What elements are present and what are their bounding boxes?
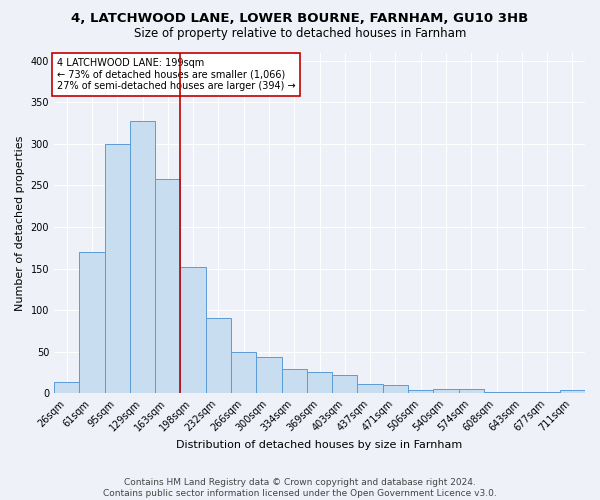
Bar (509, 392, 535, 394)
Bar (433, 389, 458, 394)
Bar (408, 390, 433, 394)
Text: 4, LATCHWOOD LANE, LOWER BOURNE, FARNHAM, GU10 3HB: 4, LATCHWOOD LANE, LOWER BOURNE, FARNHAM… (71, 12, 529, 26)
Bar (484, 392, 509, 394)
Bar (358, 384, 383, 394)
Bar (181, 267, 206, 394)
Bar (458, 389, 484, 394)
Bar (155, 179, 181, 394)
Bar (231, 352, 256, 394)
Text: 4 LATCHWOOD LANE: 199sqm
← 73% of detached houses are smaller (1,066)
27% of sem: 4 LATCHWOOD LANE: 199sqm ← 73% of detach… (56, 58, 295, 91)
Bar (206, 318, 231, 394)
Text: Size of property relative to detached houses in Farnham: Size of property relative to detached ho… (134, 28, 466, 40)
Bar (281, 369, 307, 394)
Bar (104, 144, 130, 394)
X-axis label: Distribution of detached houses by size in Farnham: Distribution of detached houses by size … (176, 440, 463, 450)
Bar (79, 252, 104, 394)
Bar (383, 385, 408, 394)
Bar (535, 392, 560, 394)
Text: Contains HM Land Registry data © Crown copyright and database right 2024.
Contai: Contains HM Land Registry data © Crown c… (103, 478, 497, 498)
Bar (130, 120, 155, 394)
Bar (560, 390, 585, 394)
Bar (54, 382, 79, 394)
Bar (307, 372, 332, 394)
Bar (256, 356, 281, 394)
Bar (332, 375, 358, 394)
Y-axis label: Number of detached properties: Number of detached properties (15, 135, 25, 310)
